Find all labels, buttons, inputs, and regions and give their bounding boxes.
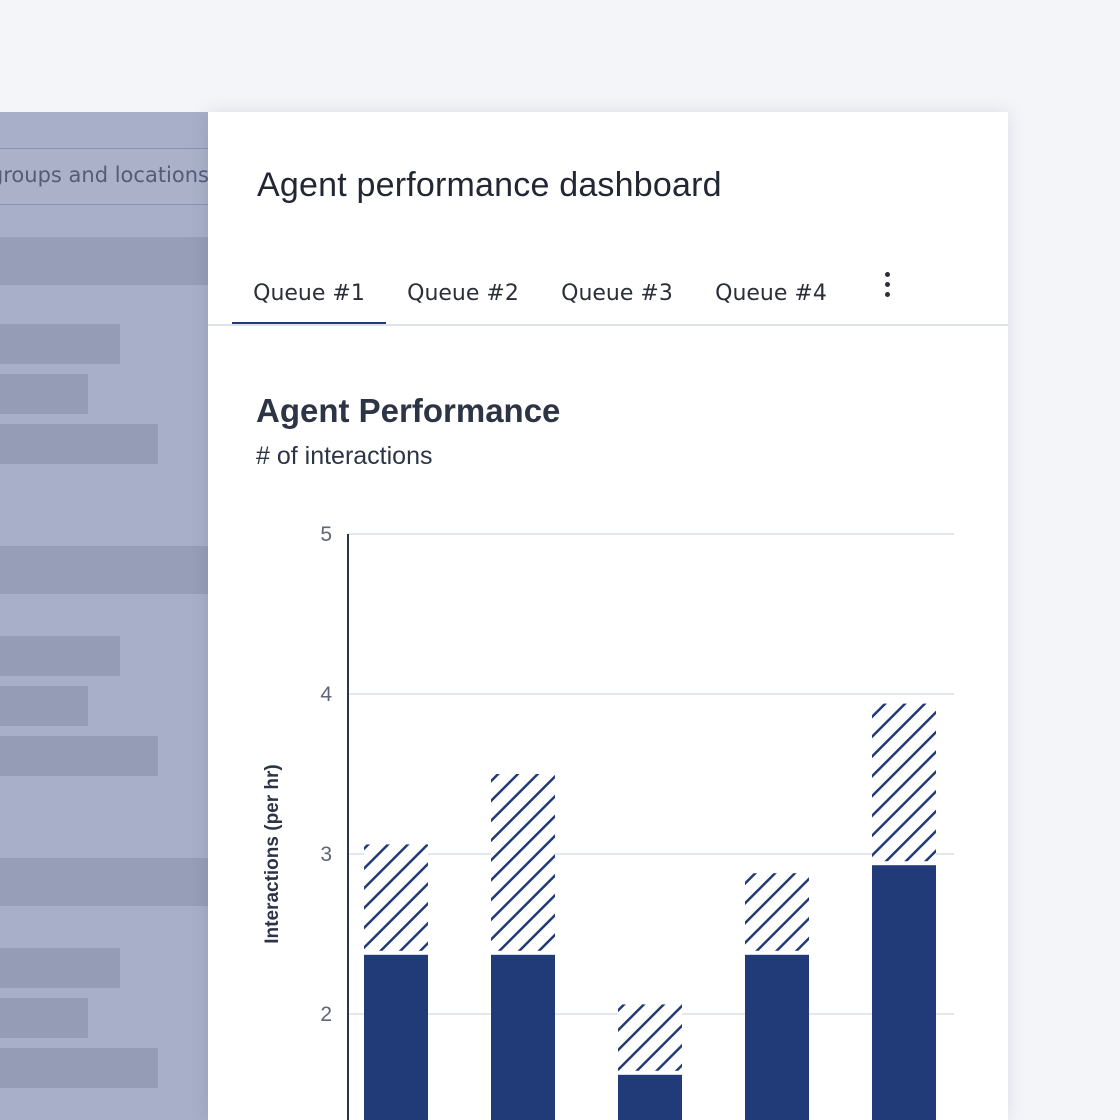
y-tick-label: 2	[320, 1003, 332, 1026]
background-app: Search people, groups and locations	[0, 112, 208, 1120]
tab-queue-2[interactable]: Queue #2	[407, 280, 519, 306]
bar-solid[interactable]	[872, 865, 936, 1120]
panel-title: Agent performance dashboard	[257, 166, 722, 204]
background-section-header	[0, 237, 208, 285]
background-list-item	[0, 686, 88, 726]
y-tick-label: 3	[320, 843, 332, 866]
background-list-item	[0, 998, 88, 1038]
dashboard-panel: Agent performance dashboard Queue #1 Que…	[208, 112, 1008, 1120]
bar-hatched[interactable]	[872, 703, 936, 862]
bar-solid[interactable]	[618, 1074, 682, 1120]
y-tick-label: 4	[320, 683, 332, 706]
background-list-item	[0, 1048, 158, 1088]
tab-queue-3[interactable]: Queue #3	[561, 280, 673, 306]
background-section-header	[0, 546, 208, 594]
background-list-item	[0, 374, 88, 414]
background-list-item	[0, 736, 158, 776]
background-search-field: Search people, groups and locations	[0, 148, 208, 205]
y-tick-label: 5	[320, 523, 332, 546]
chart-subtitle: # of interactions	[256, 442, 433, 470]
background-list-item	[0, 948, 120, 988]
bar-solid[interactable]	[745, 954, 809, 1120]
background-section-header	[0, 858, 208, 906]
bar-hatched[interactable]	[618, 1004, 682, 1071]
background-list-item	[0, 636, 120, 676]
more-vertical-icon[interactable]	[872, 262, 902, 306]
background-list-item	[0, 324, 120, 364]
bar-hatched[interactable]	[364, 844, 428, 951]
chart-title: Agent Performance	[256, 392, 561, 429]
bar-chart: 2 3 4 5 Interactions (per hr)	[262, 523, 954, 1120]
bar-solid[interactable]	[364, 954, 428, 1120]
y-axis-label: Interactions (per hr)	[262, 764, 283, 943]
bar-hatched[interactable]	[745, 873, 809, 951]
bar-solid[interactable]	[491, 954, 555, 1120]
background-search-placeholder: Search people, groups and locations	[0, 163, 208, 187]
tab-queue-4[interactable]: Queue #4	[715, 280, 827, 306]
background-list-item	[0, 424, 158, 464]
bar-hatched[interactable]	[491, 774, 555, 951]
tab-divider	[208, 324, 1008, 326]
